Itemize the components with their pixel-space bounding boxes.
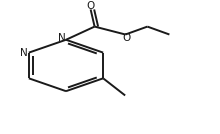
Text: N: N [58,33,66,43]
Text: O: O [122,33,130,43]
Text: O: O [86,1,95,11]
Text: N: N [20,48,28,58]
